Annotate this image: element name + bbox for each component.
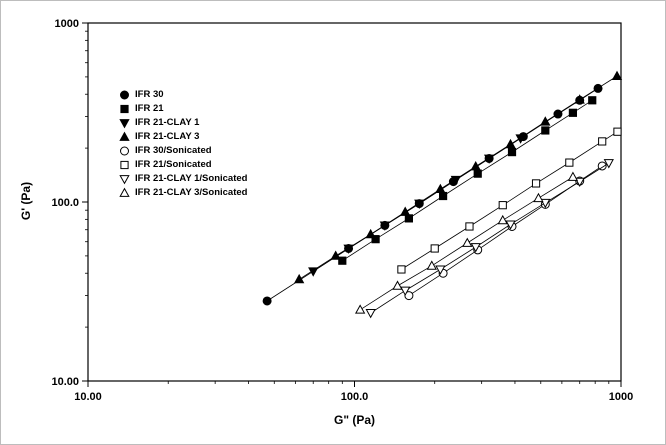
data-point-marker xyxy=(505,138,516,149)
data-point-marker xyxy=(541,126,550,135)
legend-item: IFR 21-CLAY 1 xyxy=(118,116,247,129)
legend-label: IFR 21-CLAY 3 xyxy=(135,130,200,142)
legend-item: IFR 30/Sonicated xyxy=(118,144,247,157)
data-point-marker xyxy=(567,171,579,181)
data-point-marker xyxy=(505,220,516,230)
data-point-marker xyxy=(470,243,481,253)
data-point-marker xyxy=(574,94,585,104)
x-axis-title: G" (Pa) xyxy=(333,413,376,427)
legend-label: IFR 21/Sonicated xyxy=(135,158,212,170)
x-tick-label: 10.00 xyxy=(74,391,102,403)
data-point-marker xyxy=(438,191,448,201)
open-triangle-down-icon xyxy=(119,174,130,184)
legend-label: IFR 21-CLAY 1 xyxy=(135,116,200,128)
series-line xyxy=(342,99,593,262)
data-point-marker xyxy=(365,309,376,319)
data-point-marker xyxy=(611,70,623,81)
legend-label: IFR 21 xyxy=(135,102,164,114)
data-point-marker xyxy=(400,206,411,216)
open-circle-icon xyxy=(120,146,129,155)
y-tick-label: 10.00 xyxy=(51,376,79,388)
data-point-marker xyxy=(355,304,366,314)
open-triangle-down-glyph xyxy=(119,174,130,184)
data-point-marker xyxy=(540,198,551,209)
data-point-marker xyxy=(294,273,305,284)
data-point-marker xyxy=(397,265,406,274)
filled-triangle-up-glyph xyxy=(119,131,130,141)
legend-label: IFR 21-CLAY 3/Sonicated xyxy=(135,186,248,198)
data-point-marker xyxy=(603,159,614,169)
series-line xyxy=(298,75,618,280)
x-tick-label: 100.0 xyxy=(341,391,369,403)
data-point-marker xyxy=(507,148,517,157)
legend-item: IFR 21-CLAY 1/Sonicated xyxy=(118,172,247,185)
data-point-marker xyxy=(565,158,574,167)
filled-circle-glyph xyxy=(120,90,129,99)
legend-item: IFR 21 xyxy=(118,102,247,115)
data-point-marker xyxy=(435,265,446,275)
legend-label: IFR 30/Sonicated xyxy=(135,144,212,156)
y-tick-label: 1000 xyxy=(55,18,79,30)
legend-item: IFR 21-CLAY 3/Sonicated xyxy=(118,186,247,199)
data-point-marker xyxy=(613,127,622,136)
data-point-marker xyxy=(404,291,414,301)
filled-triangle-down-icon xyxy=(119,118,130,128)
y-axis-title: G' (Pa) xyxy=(19,181,34,221)
filled-triangle-up-icon xyxy=(119,131,130,141)
data-point-marker xyxy=(371,235,380,244)
series-line xyxy=(401,131,618,270)
open-triangle-up-icon xyxy=(119,187,130,197)
chart-legend: IFR 30 IFR 21 IFR 21-CLAY 1 IFR 21-CLAY 3 IF… xyxy=(118,88,247,199)
open-circle-glyph xyxy=(120,146,129,155)
data-point-marker xyxy=(430,244,439,253)
filled-square-icon xyxy=(120,104,129,113)
data-point-marker xyxy=(365,228,376,239)
data-point-marker xyxy=(462,237,473,247)
legend-label: IFR 21-CLAY 1/Sonicated xyxy=(135,172,248,184)
legend-item: IFR 21-CLAY 3 xyxy=(118,130,247,143)
data-point-marker xyxy=(598,137,607,146)
data-point-marker xyxy=(568,108,578,117)
data-point-marker xyxy=(392,280,403,290)
filled-circle-icon xyxy=(120,90,129,99)
legend-label: IFR 30 xyxy=(135,88,164,100)
data-point-marker xyxy=(588,96,597,105)
data-point-marker xyxy=(330,250,341,260)
data-point-marker xyxy=(533,192,544,203)
open-square-glyph xyxy=(120,160,129,169)
legend-item: IFR 21/Sonicated xyxy=(118,158,247,171)
data-point-marker xyxy=(540,116,551,126)
data-point-marker xyxy=(597,161,607,171)
open-square-icon xyxy=(120,160,129,169)
data-point-marker xyxy=(426,260,437,270)
data-point-marker xyxy=(465,222,474,231)
data-point-marker xyxy=(497,214,508,225)
legend-item: IFR 30 xyxy=(118,88,247,101)
data-point-marker xyxy=(531,179,541,188)
filled-triangle-down-glyph xyxy=(119,118,130,128)
x-tick-label: 1000 xyxy=(609,391,633,403)
data-point-marker xyxy=(400,286,411,297)
data-point-marker xyxy=(435,183,446,194)
data-point-marker xyxy=(338,256,347,265)
data-point-marker xyxy=(473,169,482,178)
data-point-marker xyxy=(498,201,507,210)
y-tick-label: 100.0 xyxy=(51,197,79,209)
open-triangle-up-glyph xyxy=(119,187,130,197)
filled-square-glyph xyxy=(120,104,129,113)
series-line xyxy=(370,162,610,314)
data-point-marker xyxy=(404,214,413,223)
data-point-marker xyxy=(262,296,272,306)
data-point-marker xyxy=(470,161,481,171)
